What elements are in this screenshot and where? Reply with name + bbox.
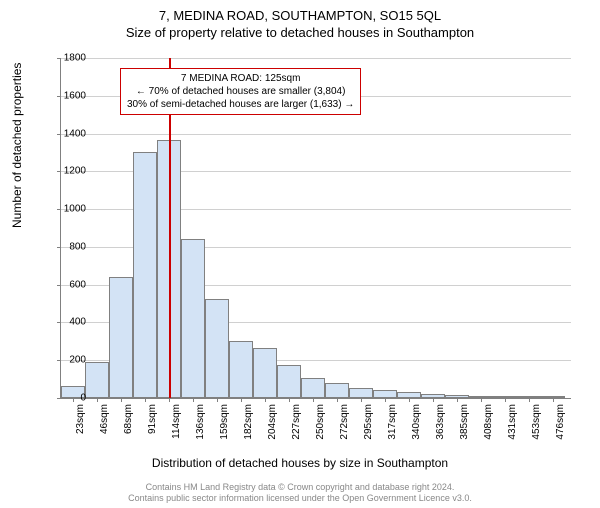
xtick-mark: [241, 398, 242, 402]
grid-line: [61, 134, 571, 135]
histogram-bar: [205, 299, 229, 398]
xtick-mark: [145, 398, 146, 402]
xtick-label: 23sqm: [75, 404, 86, 434]
histogram-bar: [109, 277, 133, 398]
ytick-label: 1800: [56, 53, 86, 64]
xtick-mark: [433, 398, 434, 402]
histogram-bar: [253, 348, 277, 398]
histogram-bar: [373, 390, 397, 398]
ytick-label: 200: [56, 355, 86, 366]
annotation-box: 7 MEDINA ROAD: 125sqm← 70% of detached h…: [120, 68, 361, 115]
xtick-label: 340sqm: [411, 404, 422, 440]
xtick-label: 204sqm: [267, 404, 278, 440]
annotation-line1: 7 MEDINA ROAD: 125sqm: [127, 72, 354, 85]
annotation-line3: 30% of semi-detached houses are larger (…: [127, 98, 354, 111]
xtick-label: 250sqm: [315, 404, 326, 440]
annotation-line2: ← 70% of detached houses are smaller (3,…: [127, 85, 354, 98]
xtick-mark: [121, 398, 122, 402]
xtick-mark: [529, 398, 530, 402]
xtick-label: 182sqm: [243, 404, 254, 440]
xtick-label: 476sqm: [555, 404, 566, 440]
footer-line2: Contains public sector information licen…: [0, 493, 600, 504]
title-line2: Size of property relative to detached ho…: [0, 25, 600, 40]
xtick-label: 431sqm: [507, 404, 518, 440]
xtick-mark: [337, 398, 338, 402]
histogram-bar: [85, 362, 109, 398]
xtick-mark: [505, 398, 506, 402]
xtick-label: 136sqm: [195, 404, 206, 440]
xtick-label: 363sqm: [435, 404, 446, 440]
histogram-bar: [349, 388, 373, 398]
xtick-mark: [481, 398, 482, 402]
xtick-label: 408sqm: [483, 404, 494, 440]
histogram-bar: [181, 239, 205, 398]
xtick-label: 385sqm: [459, 404, 470, 440]
xtick-label: 272sqm: [339, 404, 350, 440]
ytick-label: 600: [56, 279, 86, 290]
xtick-label: 46sqm: [99, 404, 110, 434]
ytick-label: 0: [56, 393, 86, 404]
xtick-mark: [409, 398, 410, 402]
xtick-label: 68sqm: [123, 404, 134, 434]
xtick-label: 114sqm: [171, 404, 182, 439]
histogram-bar: [277, 365, 301, 398]
xtick-mark: [169, 398, 170, 402]
y-axis-label: Number of detached properties: [10, 63, 24, 228]
xtick-mark: [289, 398, 290, 402]
title-line1: 7, MEDINA ROAD, SOUTHAMPTON, SO15 5QL: [0, 8, 600, 23]
xtick-label: 453sqm: [531, 404, 542, 440]
grid-line: [61, 58, 571, 59]
ytick-label: 1400: [56, 128, 86, 139]
xtick-mark: [313, 398, 314, 402]
ytick-label: 1000: [56, 204, 86, 215]
xtick-mark: [457, 398, 458, 402]
ytick-label: 1600: [56, 90, 86, 101]
histogram-bar: [133, 152, 157, 398]
histogram-bar: [301, 378, 325, 398]
ytick-label: 800: [56, 241, 86, 252]
xtick-mark: [97, 398, 98, 402]
footer-line1: Contains HM Land Registry data © Crown c…: [0, 482, 600, 493]
xtick-mark: [385, 398, 386, 402]
ytick-label: 400: [56, 317, 86, 328]
xtick-label: 317sqm: [387, 404, 398, 440]
histogram-bar: [325, 383, 349, 398]
xtick-mark: [193, 398, 194, 402]
xtick-mark: [217, 398, 218, 402]
xtick-label: 227sqm: [291, 404, 302, 440]
xtick-label: 295sqm: [363, 404, 374, 440]
footer-attribution: Contains HM Land Registry data © Crown c…: [0, 482, 600, 504]
x-axis-label: Distribution of detached houses by size …: [0, 456, 600, 470]
xtick-mark: [361, 398, 362, 402]
xtick-label: 159sqm: [219, 404, 230, 440]
xtick-mark: [265, 398, 266, 402]
ytick-label: 1200: [56, 166, 86, 177]
histogram-bar: [229, 341, 253, 398]
xtick-mark: [553, 398, 554, 402]
xtick-label: 91sqm: [147, 404, 158, 434]
